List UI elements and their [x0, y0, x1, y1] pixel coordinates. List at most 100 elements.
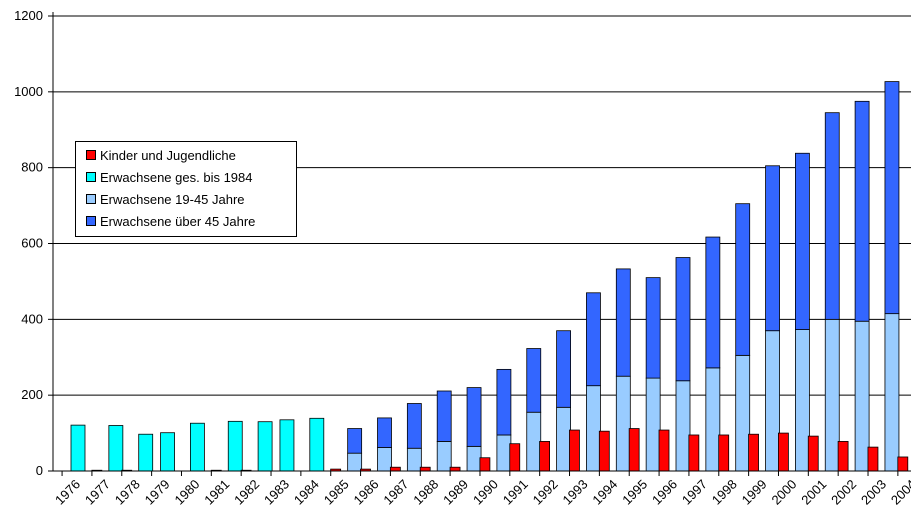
x-tick-label: 1991 [500, 477, 531, 508]
bar-erwachsene-ueber-45 [645, 277, 661, 379]
bar-erwachsene-19-45 [406, 447, 422, 472]
bar-kinder-und-jugendliche [748, 433, 759, 472]
x-tick-label: 1987 [380, 477, 411, 508]
x-tick-label: 1982 [231, 477, 262, 508]
bar-kinder-und-jugendliche [449, 466, 461, 472]
bar-kinder-und-jugendliche [897, 456, 909, 472]
legend-swatch [86, 150, 96, 160]
bar-erwachsene-19-45 [765, 330, 780, 472]
bar-erwachsene-19-45 [526, 411, 542, 472]
bar-erwachsene-ueber-45 [615, 268, 631, 377]
bar-erwachsene-ueber-45 [765, 165, 780, 332]
bar-kinder-und-jugendliche [419, 466, 431, 472]
bar-erwachsene-ueber-45 [884, 81, 900, 315]
bar-erwachsene-19-45 [615, 375, 631, 472]
x-tick-label: 1980 [171, 477, 202, 508]
legend-label: Erwachsene 19-45 Jahre [100, 191, 245, 207]
x-tick-label: 1985 [321, 477, 352, 508]
bar-erwachsene-19-45 [795, 329, 810, 472]
y-tick-labels: 0 200 400 600 800 1000 1200 [14, 8, 43, 478]
bar-erwachsene-19-45 [347, 452, 363, 472]
legend-swatch [86, 194, 96, 204]
legend-label: Kinder und Jugendliche [100, 147, 236, 163]
bar-erwachsene-ueber-45 [675, 257, 691, 382]
y-tick-label: 800 [21, 160, 43, 175]
y-tick-label: 400 [21, 311, 43, 326]
legend-item: Erwachsene 19-45 Jahre [86, 189, 245, 209]
y-tick-label: 600 [21, 236, 43, 251]
x-tick-label: 1986 [351, 477, 382, 508]
bar-kinder-und-jugendliche [807, 435, 819, 472]
x-tick-label: 2002 [828, 477, 859, 508]
x-tick-label: 1997 [679, 477, 710, 508]
legend-swatch [86, 172, 96, 182]
bar-kinder-und-jugendliche [389, 466, 401, 472]
x-tick-label: 1989 [440, 477, 471, 508]
x-tick-label: 2003 [858, 477, 889, 508]
legend-item: Erwachsene ges. bis 1984 [86, 167, 252, 187]
x-tick-label: 1999 [739, 477, 770, 508]
bar-erwachsene-ueber-45 [496, 368, 512, 436]
y-tick-label: 200 [21, 387, 43, 402]
bar-kinder-und-jugendliche [718, 434, 730, 472]
bar-erwachsene-bis-1984 [227, 420, 243, 472]
x-tick-label: 1983 [261, 477, 292, 508]
bar-kinder-und-jugendliche [778, 432, 789, 472]
bar-erwachsene-19-45 [436, 441, 452, 472]
bar-erwachsene-ueber-45 [406, 403, 422, 449]
bar-erwachsene-ueber-45 [377, 417, 392, 448]
bar-erwachsene-bis-1984 [257, 421, 273, 472]
bar-erwachsene-ueber-45 [466, 387, 482, 447]
bar-erwachsene-19-45 [466, 445, 482, 472]
bar-kinder-und-jugendliche [598, 430, 610, 472]
x-tick-label: 1998 [709, 477, 740, 508]
x-tick-label: 2004 [888, 477, 911, 508]
axes [48, 12, 911, 476]
bar-kinder-und-jugendliche [837, 441, 849, 472]
bar-erwachsene-19-45 [496, 434, 512, 472]
legend-label: Erwachsene über 45 Jahre [100, 213, 256, 229]
bar-erwachsene-19-45 [705, 367, 721, 472]
x-tick-labels: 1976197719781979198019811982198319841985… [52, 477, 911, 508]
x-tick-label: 1981 [201, 477, 232, 508]
bar-erwachsene-19-45 [556, 406, 571, 472]
legend-item: Kinder und Jugendliche [86, 145, 236, 165]
bar-erwachsene-19-45 [735, 354, 751, 472]
bar-kinder-und-jugendliche [688, 434, 700, 472]
x-tick-label: 1984 [291, 477, 322, 508]
bar-erwachsene-19-45 [586, 385, 601, 472]
bar-erwachsene-19-45 [824, 318, 840, 472]
bar-erwachsene-ueber-45 [556, 330, 571, 408]
legend: Kinder und Jugendliche Erwachsene ges. b… [75, 141, 297, 237]
x-tick-label: 2000 [768, 477, 799, 508]
legend-item: Erwachsene über 45 Jahre [86, 211, 255, 231]
x-tick-label: 1996 [649, 477, 680, 508]
y-tick-label: 0 [36, 463, 43, 478]
bar-erwachsene-ueber-45 [854, 100, 870, 322]
bar-erwachsene-bis-1984 [108, 425, 124, 472]
bar-erwachsene-ueber-45 [526, 348, 542, 413]
bar-kinder-und-jugendliche [867, 446, 879, 472]
x-tick-label: 1993 [560, 477, 591, 508]
bar-erwachsene-bis-1984 [309, 417, 325, 472]
bar-kinder-und-jugendliche [479, 457, 491, 472]
bar-erwachsene-19-45 [854, 320, 870, 472]
bar-kinder-und-jugendliche [569, 429, 580, 472]
x-tick-label: 1990 [470, 477, 501, 508]
bar-erwachsene-bis-1984 [70, 424, 86, 472]
bar-kinder-und-jugendliche [539, 441, 550, 472]
bar-kinder-und-jugendliche [509, 443, 521, 472]
bar-erwachsene-19-45 [377, 447, 392, 472]
x-tick-label: 1977 [82, 477, 113, 508]
bar-erwachsene-ueber-45 [436, 390, 452, 442]
bar-erwachsene-ueber-45 [795, 152, 810, 330]
bar-erwachsene-19-45 [675, 380, 691, 472]
bar-erwachsene-bis-1984 [160, 432, 175, 472]
bar-erwachsene-bis-1984 [138, 433, 154, 472]
x-tick-label: 1992 [530, 477, 561, 508]
bar-erwachsene-ueber-45 [705, 236, 721, 369]
bars [70, 81, 909, 472]
legend-swatch [86, 216, 96, 226]
bar-erwachsene-ueber-45 [586, 292, 601, 387]
